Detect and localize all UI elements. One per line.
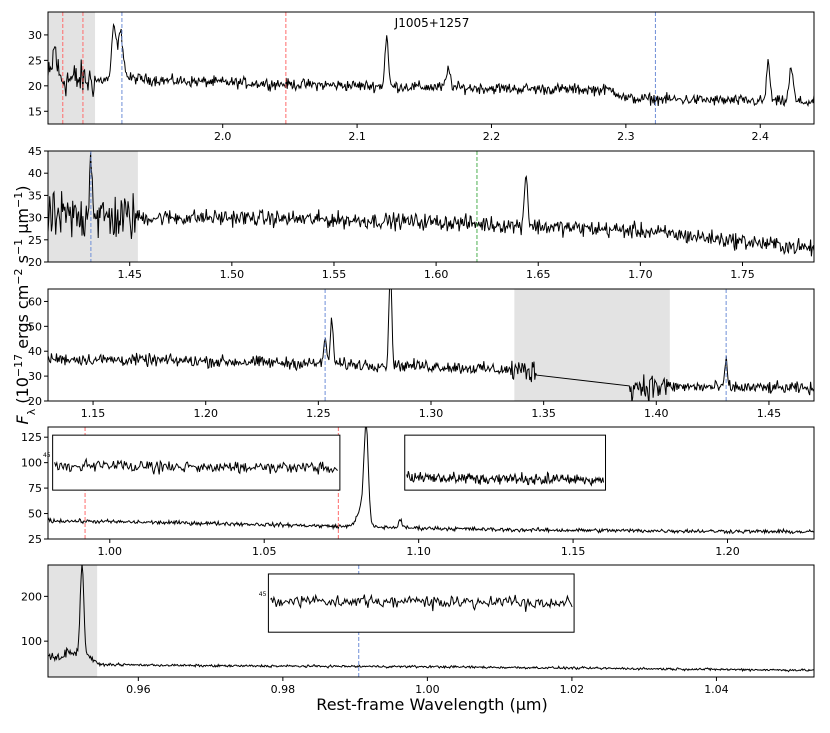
panel-1: 2.0 2.1 2.2 2.3 2.4 15 20 25 30	[28, 11, 815, 143]
x-tick-label: 2.4	[751, 130, 769, 143]
panel-frame	[47, 426, 815, 540]
x-tick-label: 1.60	[424, 268, 449, 281]
shaded-region	[48, 565, 98, 677]
x-tick-label: 1.02	[560, 683, 585, 696]
y-axis-label: Fλ (10−17 ergs cm−2 s−1 μm−1)	[12, 186, 38, 425]
panel-frame	[47, 150, 815, 263]
inset-panel	[404, 434, 607, 491]
panel-2: 1.45 1.50 1.55 1.60 1.65 1.70 1.75 20 25 30 35 40 45	[28, 145, 815, 281]
x-tick-label: 1.45	[757, 407, 782, 420]
y-tick-label: 15	[28, 105, 42, 118]
y-tick-label: 40	[28, 167, 42, 180]
x-tick-label: 1.40	[644, 407, 669, 420]
x-tick-label: 1.15	[81, 407, 106, 420]
x-tick-label: 1.04	[704, 683, 729, 696]
x-axis-label: Rest-frame Wavelength (μm)	[316, 695, 547, 714]
x-tick-label: 1.00	[415, 683, 440, 696]
y-tick-label: 100	[21, 457, 42, 470]
y-tick-label: 200	[21, 590, 42, 603]
y-tick-label: 50	[28, 508, 42, 521]
panel-frame	[47, 564, 815, 678]
x-tick-label: 0.96	[126, 683, 151, 696]
y-tick-label: 30	[28, 212, 42, 225]
x-tick-label: 1.65	[526, 268, 551, 281]
y-tick-label: 40	[28, 345, 42, 358]
panel-4: 45 1.00 1.05 1.10 1.15 1.20 25 50 75 100 125	[21, 426, 815, 558]
inset-panel: 45	[43, 434, 341, 491]
x-tick-label: 1.50	[220, 268, 245, 281]
x-tick-label: 1.05	[252, 545, 277, 558]
inset-spectrum	[406, 471, 604, 487]
shaded-region	[514, 289, 670, 401]
x-tick-label: 2.2	[483, 130, 501, 143]
inset-tick-label: 45	[259, 591, 267, 598]
panel-5: 45 0.96 0.98 1.00 1.02 1.04 100 200	[21, 564, 815, 696]
y-tick-label: 35	[28, 189, 42, 202]
spectrum-line	[48, 289, 814, 401]
inset-spectrum	[270, 593, 573, 612]
x-tick-label: 1.45	[117, 268, 142, 281]
shaded-region	[48, 12, 96, 124]
inset-frame	[52, 434, 341, 491]
x-tick-label: 1.25	[306, 407, 331, 420]
x-tick-label: 1.55	[322, 268, 347, 281]
y-tick-label: 60	[28, 295, 42, 308]
spectrum-line	[48, 22, 814, 108]
spectrum-line	[48, 152, 814, 257]
spectrum-line	[48, 427, 814, 535]
y-tick-label: 30	[28, 370, 42, 383]
x-tick-label: 2.3	[617, 130, 635, 143]
spectrum-line	[48, 565, 814, 673]
y-tick-label: 25	[28, 234, 42, 247]
y-tick-label: 100	[21, 635, 42, 648]
x-tick-label: 2.1	[348, 130, 366, 143]
panel-3: 1.15 1.20 1.25 1.30 1.35 1.40 1.45 20 30 40 50 60	[28, 288, 815, 420]
x-tick-label: 2.0	[214, 130, 232, 143]
y-tick-label: 25	[28, 54, 42, 67]
inset-spectrum	[54, 457, 339, 475]
y-tick-label: 50	[28, 320, 42, 333]
x-tick-label: 1.20	[193, 407, 218, 420]
y-tick-label: 20	[28, 256, 42, 269]
x-tick-label: 1.15	[561, 545, 586, 558]
panel-frame	[47, 11, 815, 125]
x-tick-label: 1.20	[715, 545, 740, 558]
inset-tick-label: 45	[43, 452, 51, 459]
y-tick-label: 25	[28, 533, 42, 546]
panel-frame	[47, 288, 815, 402]
x-tick-label: 1.30	[419, 407, 444, 420]
y-tick-label: 125	[21, 431, 42, 444]
y-tick-label: 75	[28, 482, 42, 495]
x-tick-label: 1.75	[730, 268, 755, 281]
y-tick-label: 45	[28, 145, 42, 158]
object-title: J1005+1257	[394, 16, 470, 30]
x-tick-label: 1.10	[406, 545, 431, 558]
inset-panel: 45	[259, 573, 575, 633]
x-tick-label: 0.98	[271, 683, 296, 696]
x-tick-label: 1.70	[628, 268, 653, 281]
y-tick-label: 20	[28, 80, 42, 93]
x-tick-label: 1.35	[531, 407, 556, 420]
y-tick-label: 20	[28, 395, 42, 408]
x-tick-label: 1.00	[98, 545, 123, 558]
y-tick-label: 30	[28, 29, 42, 42]
